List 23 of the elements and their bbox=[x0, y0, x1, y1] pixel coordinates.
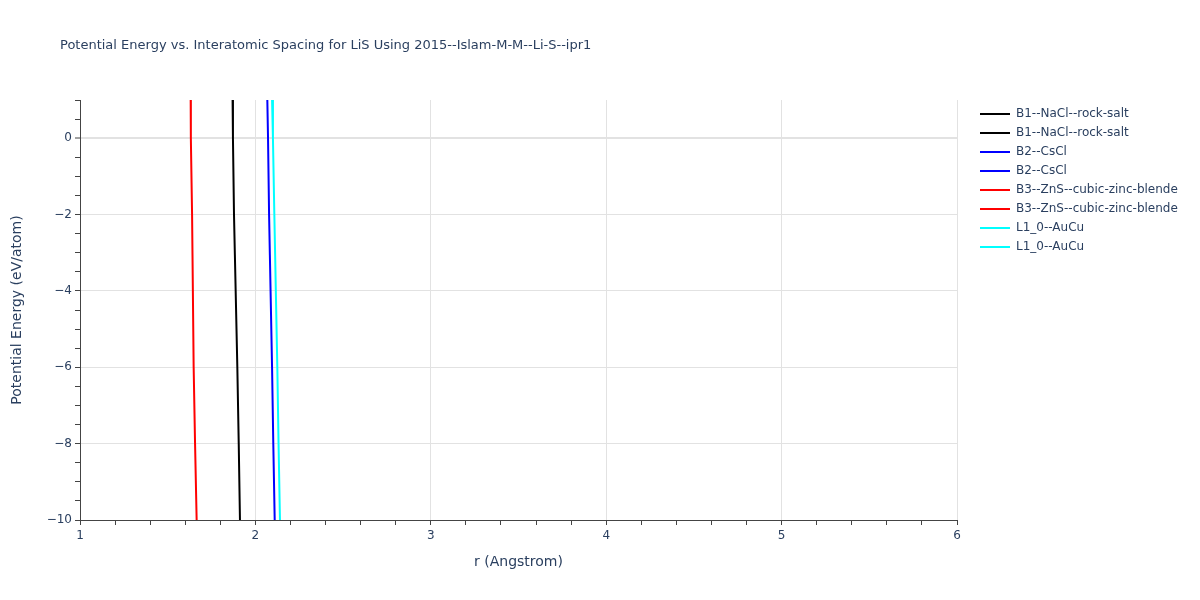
x-axis-title: r (Angstrom) bbox=[474, 553, 563, 570]
y-tick-label: −6 bbox=[54, 359, 72, 374]
y-tick-label: −2 bbox=[54, 206, 72, 221]
y-axis-title: Potential Energy (eV/atom) bbox=[8, 215, 25, 405]
legend-label: B1--NaCl--rock-salt bbox=[1016, 125, 1130, 140]
x-tick-label: 1 bbox=[76, 528, 84, 543]
chart-title: Potential Energy vs. Interatomic Spacing for LiS Using 2015--Islam-M-M--Li-S--ipr1 bbox=[60, 37, 592, 53]
x-tick-label: 2 bbox=[251, 528, 260, 543]
legend-label: B2--CsCl bbox=[1016, 144, 1067, 159]
y-tick-label: −10 bbox=[46, 512, 72, 527]
x-tick-label: 3 bbox=[426, 528, 435, 543]
x-tick-label: 6 bbox=[953, 528, 961, 543]
legend-label: L1_0--AuCu bbox=[1016, 239, 1085, 254]
y-tick-label: 0 bbox=[64, 130, 72, 145]
y-tick-label: −4 bbox=[54, 283, 72, 298]
x-tick-label: 5 bbox=[777, 528, 786, 543]
y-tick-label: −8 bbox=[54, 435, 72, 450]
legend-label: B2--CsCl bbox=[1016, 163, 1067, 178]
legend-label: B3--ZnS--cubic-zinc-blende bbox=[1016, 201, 1178, 216]
legend-label: L1_0--AuCu bbox=[1016, 220, 1085, 235]
x-tick-label: 4 bbox=[602, 528, 611, 543]
legend-label: B1--NaCl--rock-salt bbox=[1016, 106, 1130, 121]
legend-label: B3--ZnS--cubic-zinc-blende bbox=[1016, 182, 1178, 197]
